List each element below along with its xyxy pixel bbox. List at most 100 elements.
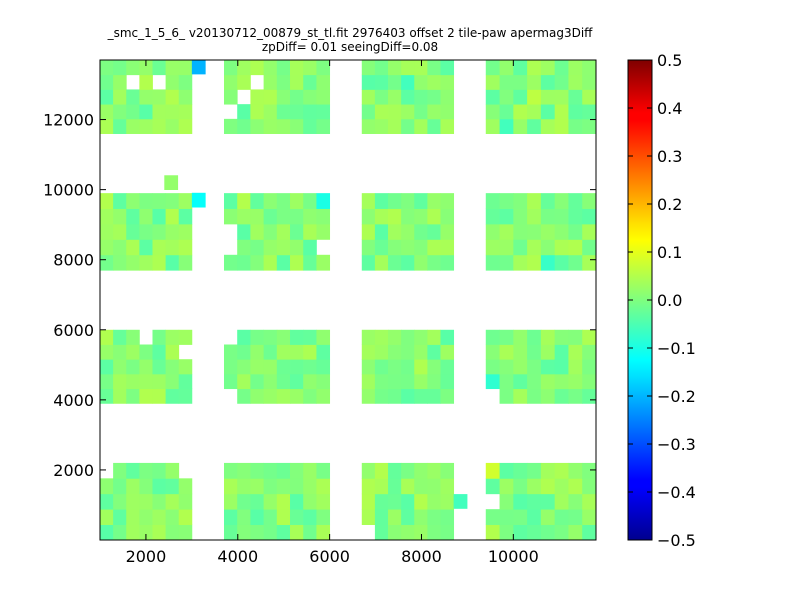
heatmap-cell [513,239,528,256]
heatmap-cell [276,478,291,495]
heatmap-cell [139,344,153,360]
heatmap-cell [374,89,389,105]
heatmap-cell [303,118,317,134]
heatmap-cell [401,478,415,495]
heatmap-cell [527,254,542,271]
heatmap-cell [303,329,317,345]
heatmap-cell [113,118,127,134]
heatmap-cell [290,462,304,479]
heatmap-cell [527,509,542,525]
heatmap-cell [152,254,167,271]
heatmap-cell [427,118,441,134]
heatmap-cell [414,359,428,375]
heatmap-cell [263,193,278,209]
heatmap-cell [139,254,153,271]
colorbar-tick-label: 0.3 [657,147,682,166]
heatmap-cell [527,208,542,225]
colorbar-axis: 0.5 0.4 0.3 0.2 0.1 0.0 −0.1 −0.2 −0.3 −0.4 −0.5 [628,51,696,550]
heatmap-cell [513,478,528,495]
heatmap-cell [165,359,180,375]
heatmap-cell [513,89,528,105]
heatmap-cell [540,524,556,540]
heatmap-cell [139,89,153,105]
heatmap-cell [582,373,596,390]
heatmap-cell [427,104,441,120]
heatmap-cell [290,478,304,495]
heatmap-cell [582,104,596,120]
heatmap-cell [361,60,376,76]
heatmap-cell [165,344,180,360]
heatmap-cell [568,118,583,134]
heatmap-cell [290,104,304,120]
heatmap-cell [126,493,140,510]
heatmap-cell [139,509,153,525]
heatmap-cell [152,359,167,375]
heatmap-cell [237,373,251,390]
heatmap-cell [250,223,265,240]
heatmap-cell [440,104,455,120]
heatmap-cell [100,344,114,360]
heatmap-cell [152,118,167,134]
heatmap-cell [499,118,514,134]
heatmap-cell [165,74,180,90]
heatmap-cell [178,74,193,90]
heatmap-cell [499,223,514,240]
heatmap-cell [440,208,455,225]
heatmap-cell [250,493,265,510]
heatmap-cell [401,74,415,90]
heatmap-cell [540,104,556,120]
heatmap-cell [237,239,251,256]
heatmap-cell [100,509,114,525]
heatmap-cell [485,344,500,360]
heatmap-cell [401,462,415,479]
heatmap-cell [237,104,251,120]
heatmap-cell [401,509,415,525]
heatmap-cell [485,74,500,90]
heatmap-cell [485,524,500,540]
heatmap-cell [113,208,127,225]
heatmap-cell [276,104,291,120]
heatmap-cell [224,254,238,271]
x-tick-label: 10000 [488,547,539,566]
heatmap-cell [303,388,317,404]
heatmap-cell [237,524,251,540]
heatmap-cell [165,478,180,495]
heatmap-cell [540,208,556,225]
y-tick-label: 12000 [43,111,94,130]
heatmap-cell [165,493,180,510]
heatmap-cell [388,193,402,209]
heatmap-cell [388,493,402,510]
heatmap-cell [290,344,304,360]
heatmap-cell [250,254,265,271]
heatmap-cell [440,239,455,256]
heatmap-cell [152,509,167,525]
heatmap-cell [224,74,238,90]
heatmap-cell [113,329,127,345]
heatmap-cell [100,329,114,345]
heatmap-cell [582,223,596,240]
heatmap-cell [440,388,455,404]
heatmap-cell [139,118,153,134]
heatmap-cell [276,89,291,105]
heatmap-cell [290,193,304,209]
colorbar-tick-label: −0.4 [657,483,696,502]
heatmap-cell [374,509,389,525]
heatmap-cell [414,193,428,209]
heatmap-cell [374,344,389,360]
heatmap-cell [401,388,415,404]
heatmap-cell [263,329,278,345]
heatmap-cell [113,373,127,390]
heatmap-cell [440,344,455,360]
chart-subtitle: zpDiff= 0.01 seeingDiff=0.08 [261,40,439,54]
heatmap-cell [388,239,402,256]
heatmap-cell [427,373,441,390]
heatmap-cell [237,193,251,209]
heatmap-cell [178,329,193,345]
heatmap-cell [290,239,304,256]
heatmap-cell [440,493,455,510]
heatmap-cell [540,74,556,90]
heatmap-cell [554,344,569,360]
colorbar-tick-label: −0.5 [657,531,696,550]
heatmap-cell [263,478,278,495]
heatmap-cell [540,329,556,345]
